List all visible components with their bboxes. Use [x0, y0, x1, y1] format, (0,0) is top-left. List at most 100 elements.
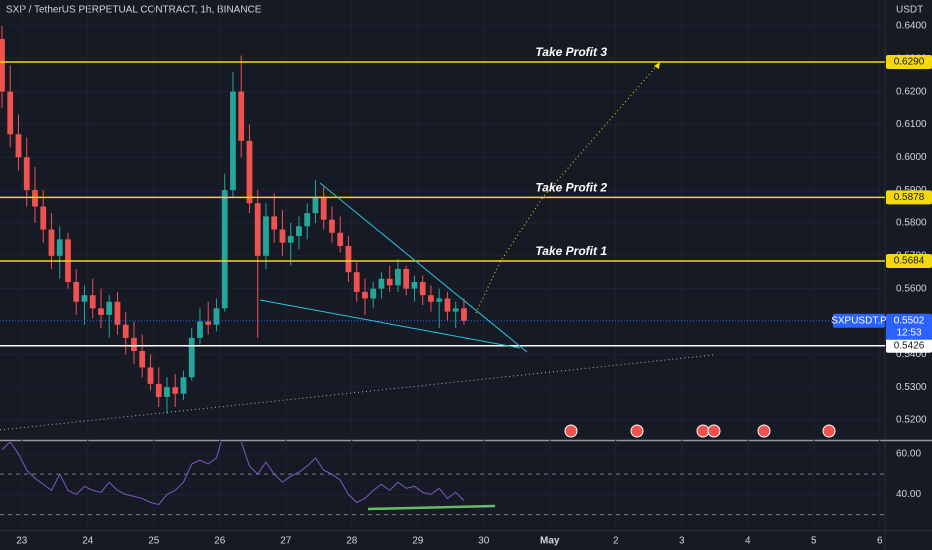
- y-tick-label: 0.5600: [896, 283, 927, 294]
- candle-body: [197, 321, 203, 338]
- candle-body: [40, 206, 47, 230]
- candle-body: [0, 39, 5, 92]
- x-tick-label: May: [540, 536, 560, 547]
- candle-body: [15, 134, 22, 158]
- candle-body: [419, 282, 426, 296]
- candle-body: [205, 321, 212, 325]
- event-icons: [564, 424, 836, 438]
- candle-body: [81, 295, 88, 302]
- x-tick-label: 6: [877, 536, 883, 547]
- rsi-tick-label: 60.00: [896, 449, 921, 460]
- candle-body: [155, 383, 162, 397]
- candle-body: [452, 308, 459, 312]
- symbol-label: SXPUSDT.P: [831, 315, 887, 326]
- rsi-tick-label: 40.00: [896, 489, 921, 500]
- x-tick-label: 28: [346, 536, 358, 547]
- candle-body: [188, 337, 195, 378]
- x-tick-label: 24: [82, 536, 94, 547]
- candle-body: [263, 216, 269, 256]
- wedge-lower: [259, 299, 521, 349]
- y-tick-label: 0.5200: [896, 415, 927, 426]
- candle-body: [122, 324, 129, 338]
- x-tick-label: 25: [148, 536, 160, 547]
- level-label: Take Profit 2: [535, 181, 607, 195]
- candle-body: [7, 91, 14, 135]
- candle-body: [386, 278, 393, 286]
- x-tick-label: 26: [214, 536, 226, 547]
- candle-body: [436, 298, 443, 302]
- candle-body: [461, 308, 467, 321]
- level-price-box: [886, 338, 932, 353]
- candle-body: [254, 203, 261, 256]
- y-tick-label: 0.6100: [896, 119, 927, 130]
- candle-body: [32, 190, 38, 207]
- candle-body: [106, 301, 113, 315]
- level-price-label: 0.5426: [894, 340, 925, 351]
- x-tick-label: 2: [613, 536, 619, 547]
- level-price-box: [886, 55, 932, 70]
- x-tick-label: 30: [478, 536, 490, 547]
- candle-body: [444, 298, 451, 312]
- candle-body: [287, 236, 294, 243]
- x-tick-label: 5: [811, 536, 817, 547]
- candle-body: [312, 196, 319, 214]
- candle-body: [279, 229, 286, 243]
- candle-body: [73, 282, 80, 302]
- candle-body: [164, 387, 170, 397]
- x-tick-label: 23: [16, 536, 28, 547]
- y-axis-label: USDT: [896, 5, 923, 16]
- y-tick-label: 0.5900: [896, 185, 927, 196]
- drawings: [0, 61, 836, 511]
- y-tick-label: 0.6200: [896, 86, 927, 97]
- projection-path: [475, 61, 661, 314]
- x-tick-label: 4: [745, 536, 751, 547]
- candle-body: [213, 308, 220, 325]
- level-price-box: [886, 190, 932, 205]
- candle-body: [139, 351, 146, 368]
- candle-body: [428, 295, 434, 302]
- last-price-label: 0.5502: [894, 315, 925, 326]
- candle-body: [246, 140, 253, 204]
- y-tick-label: 0.6000: [896, 152, 927, 163]
- candle-body: [271, 216, 278, 230]
- candle-body: [48, 229, 55, 256]
- candle-body: [395, 268, 401, 286]
- candle-body: [370, 288, 377, 299]
- candle-body: [296, 226, 302, 237]
- level-price-box: [886, 254, 932, 269]
- candle-body: [172, 387, 179, 394]
- candle-body: [221, 190, 228, 309]
- level-price-label: 0.5684: [894, 256, 925, 267]
- rsi-line: [1, 442, 465, 506]
- candle-body: [23, 157, 30, 191]
- chart-title: SXP / TetherUS PERPETUAL CONTRACT, 1h, B…: [6, 5, 262, 16]
- candle-body: [378, 278, 385, 289]
- x-tick-label: 3: [679, 536, 685, 547]
- candle-body: [403, 268, 410, 289]
- candle-body: [411, 282, 418, 289]
- x-tick-label: 29: [412, 536, 424, 547]
- candle-body: [329, 219, 335, 233]
- candle-body: [304, 213, 311, 227]
- y-tick-label: 0.6400: [896, 21, 927, 32]
- candle-body: [230, 91, 236, 191]
- level-label: Take Profit 1: [535, 244, 607, 258]
- level-price-label: 0.6290: [894, 57, 925, 68]
- candle-body: [238, 91, 245, 141]
- y-tick-label: 0.5300: [896, 382, 927, 393]
- candle-body: [337, 232, 344, 246]
- candle-body: [89, 295, 96, 309]
- candle-body: [56, 239, 63, 256]
- y-tick-label: 0.5400: [896, 349, 927, 360]
- level-label: Take Profit 3: [535, 45, 607, 59]
- x-tick-label: 27: [280, 536, 292, 547]
- candle-body: [131, 337, 137, 352]
- wedge-upper: [319, 182, 528, 353]
- candle-body: [98, 308, 104, 315]
- candle-body: [147, 367, 154, 384]
- candle-body: [180, 377, 187, 394]
- candle-body: [114, 301, 121, 325]
- symbol-box: [833, 313, 885, 328]
